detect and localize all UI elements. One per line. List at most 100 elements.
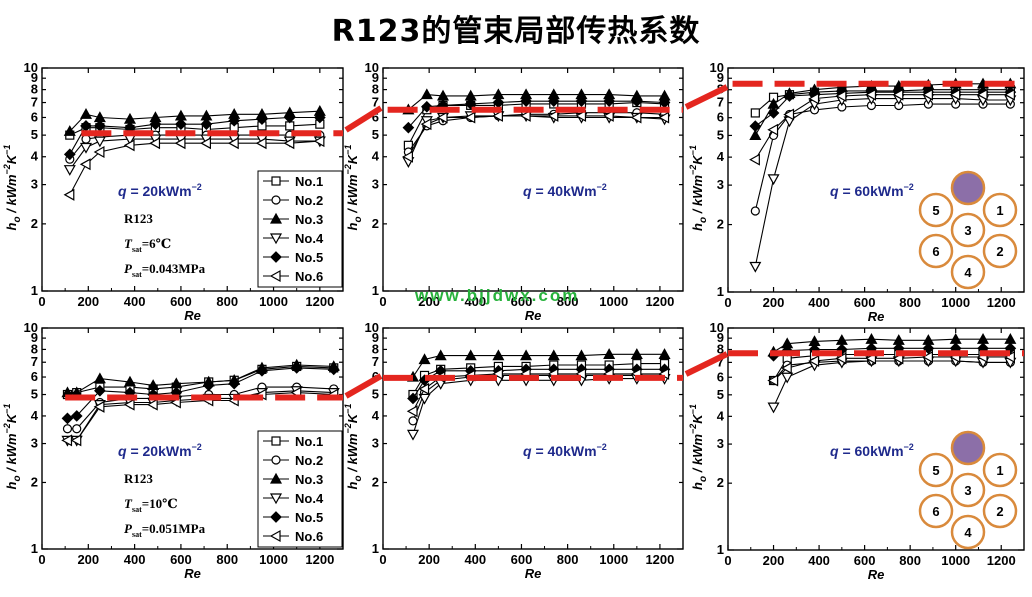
marker-diamond [70,410,83,422]
marker-triangle-up [492,349,505,361]
y-tick-label: 9 [372,70,379,85]
y-tick-label: 10 [365,60,379,75]
marker-triangle-down [781,372,794,384]
legend-label: No.5 [295,510,323,525]
y-tick-label: 9 [31,330,38,345]
heated-tube-top [950,430,986,466]
x-tick-label: 1000 [259,294,288,309]
x-tick-label: 800 [216,552,238,567]
marker-triangle-up [630,348,643,359]
y-tick-label: 6 [717,369,724,384]
y-axis-label: ho / kWm−2K−1 [2,404,23,490]
x-tick-label: 200 [77,294,99,309]
marker-triangle-left [70,434,82,447]
marker-triangle-left [658,111,670,124]
series-line [773,360,1011,381]
plot-frame [727,67,1025,293]
panel-connector-line [344,105,383,133]
series-no6 [402,109,670,163]
marker-triangle-left [922,88,933,101]
y-tick-label: 7 [31,95,38,110]
plot-frame [382,67,684,292]
y-tick-label: 9 [717,330,724,345]
series-no3 [749,77,1017,141]
y-tick-label: 4 [372,408,380,423]
marker-triangle-left [492,109,503,122]
marker-triangle-left [283,137,295,150]
x-tick-label: 600 [511,552,533,567]
y-tick-label: 7 [372,95,379,110]
heated-tube-top [950,170,986,206]
tube-number-label: 2 [996,244,1003,259]
marker-triangle-down [269,233,283,245]
tube-circle [950,514,986,550]
marker-triangle-left [418,382,430,395]
marker-diamond [270,511,282,523]
x-axis-label: Re [184,308,201,323]
marker-square [271,436,281,446]
marker-triangle-left [922,351,933,364]
tube-circle [982,192,1018,228]
x-axis-label: Re [868,309,885,324]
marker-triangle-left [79,158,91,171]
marker-triangle-left [93,400,105,413]
y-tick-label: 2 [717,475,724,490]
legend-label: No.3 [295,212,323,227]
marker-triangle-up [520,349,533,361]
y-tick-label: 2 [372,474,379,489]
tube-circle [918,493,954,529]
marker-triangle-left [780,362,792,375]
series-line [773,347,1011,357]
marker-triangle-left [630,111,642,124]
marker-triangle-down [269,493,283,505]
y-tick-label: 6 [372,109,379,124]
y-tick-label: 6 [31,109,38,124]
marker-diamond [313,111,326,124]
x-tick-label: 1200 [305,294,334,309]
y-axis-label: ho / kWm−2K−1 [688,404,709,490]
marker-triangle-up [464,349,477,361]
x-tick-label: 600 [511,294,533,309]
y-tick-label: 4 [31,408,39,423]
plot-frame [41,67,344,292]
y-tick-label: 9 [717,70,724,85]
plot-frame [382,327,684,550]
marker-triangle-left [174,137,186,150]
legend-box [257,430,343,548]
y-tick-label: 1 [372,283,379,298]
marker-circle [750,206,760,216]
q-label: q = 40kWm−2 [523,182,607,199]
series-no6 [749,88,1015,166]
y-tick-label: 7 [372,354,379,369]
tube-number-label: 6 [932,504,939,519]
x-tick-label: 1200 [987,295,1016,310]
marker-diamond [256,364,268,377]
tube-number-label: 1 [996,463,1003,478]
x-tick-label: 200 [763,553,785,568]
x-axis-label: Re [868,567,885,582]
marker-triangle-left [767,374,779,387]
y-tick-label: 2 [717,217,724,232]
marker-triangle-up [603,348,616,359]
legend-label: No.2 [295,453,323,468]
marker-circle [271,195,281,205]
tube-bundle-diagram: 5 1 3 6 2 4 [918,430,1018,550]
y-tick-label: 1 [31,541,38,556]
marker-triangle-left [835,89,847,103]
series-line [772,360,1011,408]
x-tick-label: 0 [724,553,731,568]
marker-triangle-down [749,261,762,273]
marker-triangle-left [575,109,587,122]
marker-triangle-up [420,88,433,100]
tube-number-label: 4 [964,525,972,540]
legend-label: No.3 [295,472,323,487]
x-tick-label: 400 [808,295,830,310]
marker-triangle-up [418,353,431,365]
marker-circle [271,455,281,465]
marker-triangle-left [464,111,476,124]
marker-diamond [270,251,282,263]
y-tick-label: 9 [31,70,38,85]
